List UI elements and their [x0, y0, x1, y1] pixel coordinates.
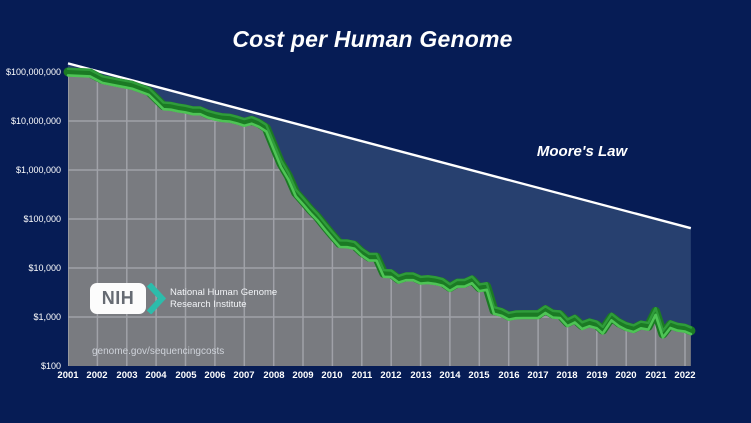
institute-name-line1: National Human Genome — [170, 287, 278, 298]
chart-title: Cost per Human Genome — [232, 26, 513, 52]
x-tick-label: 2005 — [175, 370, 197, 381]
y-tick-label: $100 — [40, 361, 61, 371]
y-tick-label: $100,000 — [23, 214, 61, 224]
x-tick-label: 2006 — [204, 370, 226, 381]
institute-name-line2: Research Institute — [170, 298, 247, 310]
moores-law-gap-area — [68, 63, 691, 335]
x-tick-label: 2019 — [586, 370, 608, 381]
x-tick-label: 2003 — [116, 370, 138, 381]
y-tick-label: $10,000,000 — [10, 116, 61, 126]
y-tick-label: $1,000 — [33, 312, 61, 322]
x-tick-label: 2015 — [468, 370, 490, 381]
x-tick-label: 2007 — [233, 370, 255, 381]
x-tick-label: 2017 — [527, 370, 549, 381]
x-tick-label: 2018 — [556, 370, 578, 381]
x-tick-label: 2012 — [380, 370, 402, 381]
x-tick-label: 2009 — [292, 370, 314, 381]
nih-logo: NIH — [90, 283, 146, 314]
x-tick-label: 2013 — [410, 370, 432, 381]
cost-line — [63, 67, 696, 339]
moores-law-line — [67, 62, 692, 230]
source-url: genome.gov/sequencingcosts — [92, 346, 225, 357]
institute-name: National Human Genome Research Institute — [170, 287, 277, 310]
x-tick-label: 2001 — [57, 370, 79, 381]
nih-logo-acronym: NIH — [101, 288, 135, 308]
x-tick-label: 2021 — [645, 370, 667, 381]
cost-area — [68, 72, 691, 366]
x-tick-label: 2014 — [439, 370, 461, 381]
x-tick-label: 2022 — [674, 370, 696, 381]
cost-line-top-edge — [66, 67, 693, 332]
x-tick-label: 2011 — [351, 370, 373, 381]
nih-chevron-icon — [146, 283, 167, 314]
x-tick-label: 2010 — [321, 370, 343, 381]
moores-law-annotation: Moore's Law — [536, 143, 628, 160]
x-tick-label: 2008 — [263, 370, 285, 381]
x-tick-label: 2020 — [615, 370, 637, 381]
y-tick-label: $1,000,000 — [15, 165, 61, 175]
x-tick-label: 2016 — [498, 370, 520, 381]
x-tick-label: 2002 — [86, 370, 108, 381]
x-tick-label: 2004 — [145, 370, 167, 381]
cost-line-bottom-edge — [66, 74, 693, 339]
y-tick-label: $10,000 — [28, 263, 61, 273]
y-tick-label: $100,000,000 — [5, 67, 61, 77]
